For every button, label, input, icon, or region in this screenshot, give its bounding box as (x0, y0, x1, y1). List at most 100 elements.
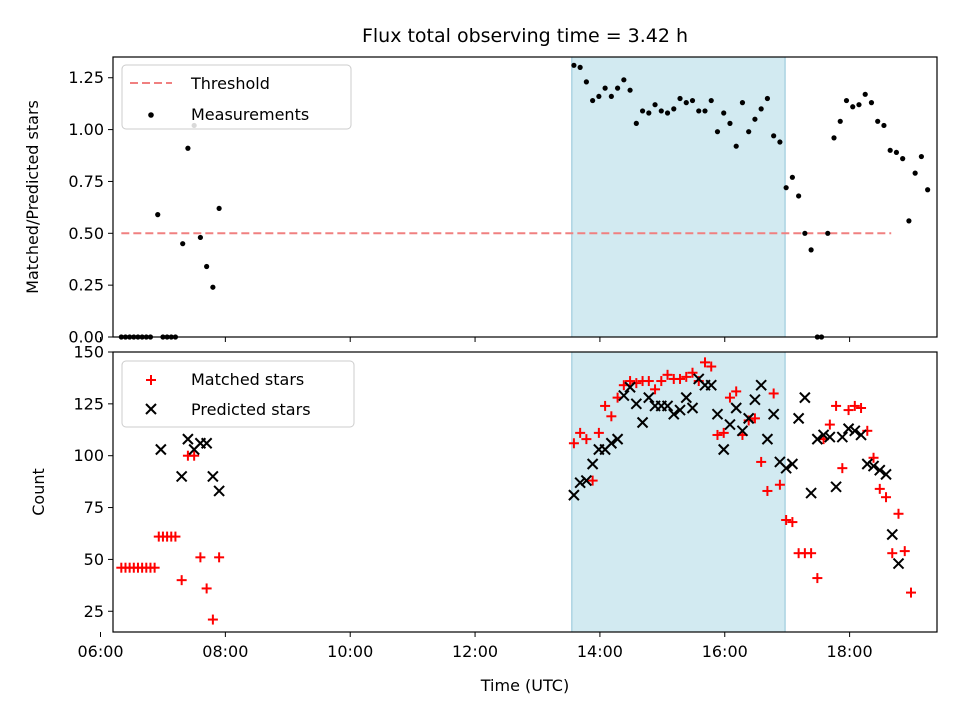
measurement-point (664, 110, 671, 116)
predicted-star-point (155, 443, 167, 456)
measurement-point (671, 106, 677, 112)
predicted-star-point (849, 425, 861, 437)
measurement-point (646, 110, 652, 116)
measurement-point (843, 97, 850, 104)
measurement-point (608, 93, 614, 100)
measurement-point (850, 104, 856, 110)
top-panel: 0.00 0.25 0.50 0.75 1.00 1.25 Matched/Predict… (23, 56, 938, 347)
measurement-point (900, 156, 906, 162)
matched-star-point (843, 405, 854, 416)
measurement-point (155, 212, 161, 218)
matched-star-point (568, 438, 579, 449)
matched-star-point (837, 463, 848, 474)
matched-star-point (201, 583, 212, 594)
measurement-point (602, 85, 608, 91)
measurement-point (887, 147, 893, 153)
matched-star-point (749, 413, 760, 424)
measurement-point (771, 133, 777, 139)
chart-title: Flux total observing time = 3.42 h (362, 25, 688, 47)
matched-star-point (662, 369, 673, 380)
matched-star-point (650, 384, 661, 395)
predicted-star-point (630, 398, 643, 410)
measurement-point (837, 118, 843, 124)
measurement-point (789, 174, 795, 180)
predicted-star-point (786, 458, 799, 470)
measurement-point (796, 193, 802, 199)
measurement-point (197, 234, 203, 241)
matched-star-point (687, 367, 698, 378)
measurement-point (677, 95, 683, 102)
top-y-ticks: 0.00 0.25 0.50 0.75 1.00 1.25 (68, 68, 113, 347)
bottom-y-tick-label: 125 (73, 394, 104, 413)
top-y-tick-label: 0.25 (68, 276, 104, 295)
predicted-star-point (730, 402, 742, 414)
measurement-point (577, 64, 583, 70)
measurement-point (875, 118, 881, 124)
matched-star-point (774, 479, 785, 490)
matched-star-point (768, 388, 779, 399)
bottom-axes-frame (112, 351, 938, 633)
predicted-star-point (624, 381, 636, 393)
predicted-star-point (886, 528, 898, 541)
predicted-star-point (586, 458, 599, 470)
matched-star-point (905, 587, 916, 598)
predicted-star-point (792, 412, 805, 425)
measurement-point (639, 108, 646, 114)
matched-star-point (868, 452, 879, 463)
predicted-star-point (705, 379, 717, 391)
x-tick-label: 10:00 (327, 642, 373, 661)
legend-matched-swatch (146, 375, 156, 385)
measurement-point (614, 85, 621, 91)
predicted-star-point (880, 468, 892, 481)
predicted-star-point (817, 429, 830, 441)
measurement-point (868, 100, 875, 106)
predicted-star-point (736, 425, 749, 437)
measurement-point (802, 230, 808, 236)
measurement-point (590, 97, 596, 104)
matched-star-point (806, 548, 817, 559)
measurement-point (925, 187, 931, 193)
predicted-star-point (611, 433, 624, 445)
matched-star-point (781, 515, 792, 525)
bottom-marks (116, 357, 916, 625)
predicted-star-point (799, 391, 811, 404)
matched-star-point (699, 357, 710, 368)
matched-star-point (706, 361, 717, 372)
bottom-y-tick-label: 150 (73, 343, 104, 362)
measurement-point (210, 284, 216, 290)
matched-star-point (176, 575, 187, 586)
measurement-point (185, 145, 191, 151)
bottom-shaded-span (571, 351, 786, 633)
top-legend: Threshold Measurements (121, 64, 352, 130)
measurement-point (862, 91, 868, 97)
matched-star-point (149, 562, 160, 573)
measurement-point (881, 122, 887, 129)
bottom-legend: Matched stars Predicted stars (121, 360, 355, 428)
matched-star-point (756, 456, 767, 467)
predicted-star-point (207, 470, 219, 483)
predicted-star-point (742, 412, 755, 425)
top-marks (118, 62, 931, 340)
predicted-star-point (830, 481, 842, 493)
legend-predicted-swatch (145, 403, 157, 415)
measurement-point (596, 93, 602, 100)
measurement-point (633, 120, 639, 126)
matched-star-point (675, 373, 686, 384)
predicted-star-point (811, 433, 824, 445)
predicted-star-point (643, 391, 655, 404)
measurement-point (856, 102, 862, 108)
predicted-star-point (674, 404, 686, 416)
bottom-y-tick-label: 75 (84, 498, 104, 517)
matched-star-point (214, 552, 225, 563)
predicted-star-point (636, 416, 649, 429)
measurement-point (777, 139, 783, 145)
x-tick-label: 12:00 (452, 642, 498, 661)
top-y-tick-label: 0.00 (68, 328, 104, 347)
top-y-tick-label: 0.75 (68, 172, 104, 191)
x-tick-label: 06:00 (77, 642, 123, 661)
legend-matched-label: Matched stars (191, 370, 304, 389)
matched-star-point (189, 450, 200, 461)
measurement-point (831, 135, 837, 141)
legend-predicted-label: Predicted stars (191, 400, 311, 419)
bottom-panel: 25 50 75 100 125 150 06:00 08:00 10:00 12:00 14:0… (29, 343, 938, 695)
